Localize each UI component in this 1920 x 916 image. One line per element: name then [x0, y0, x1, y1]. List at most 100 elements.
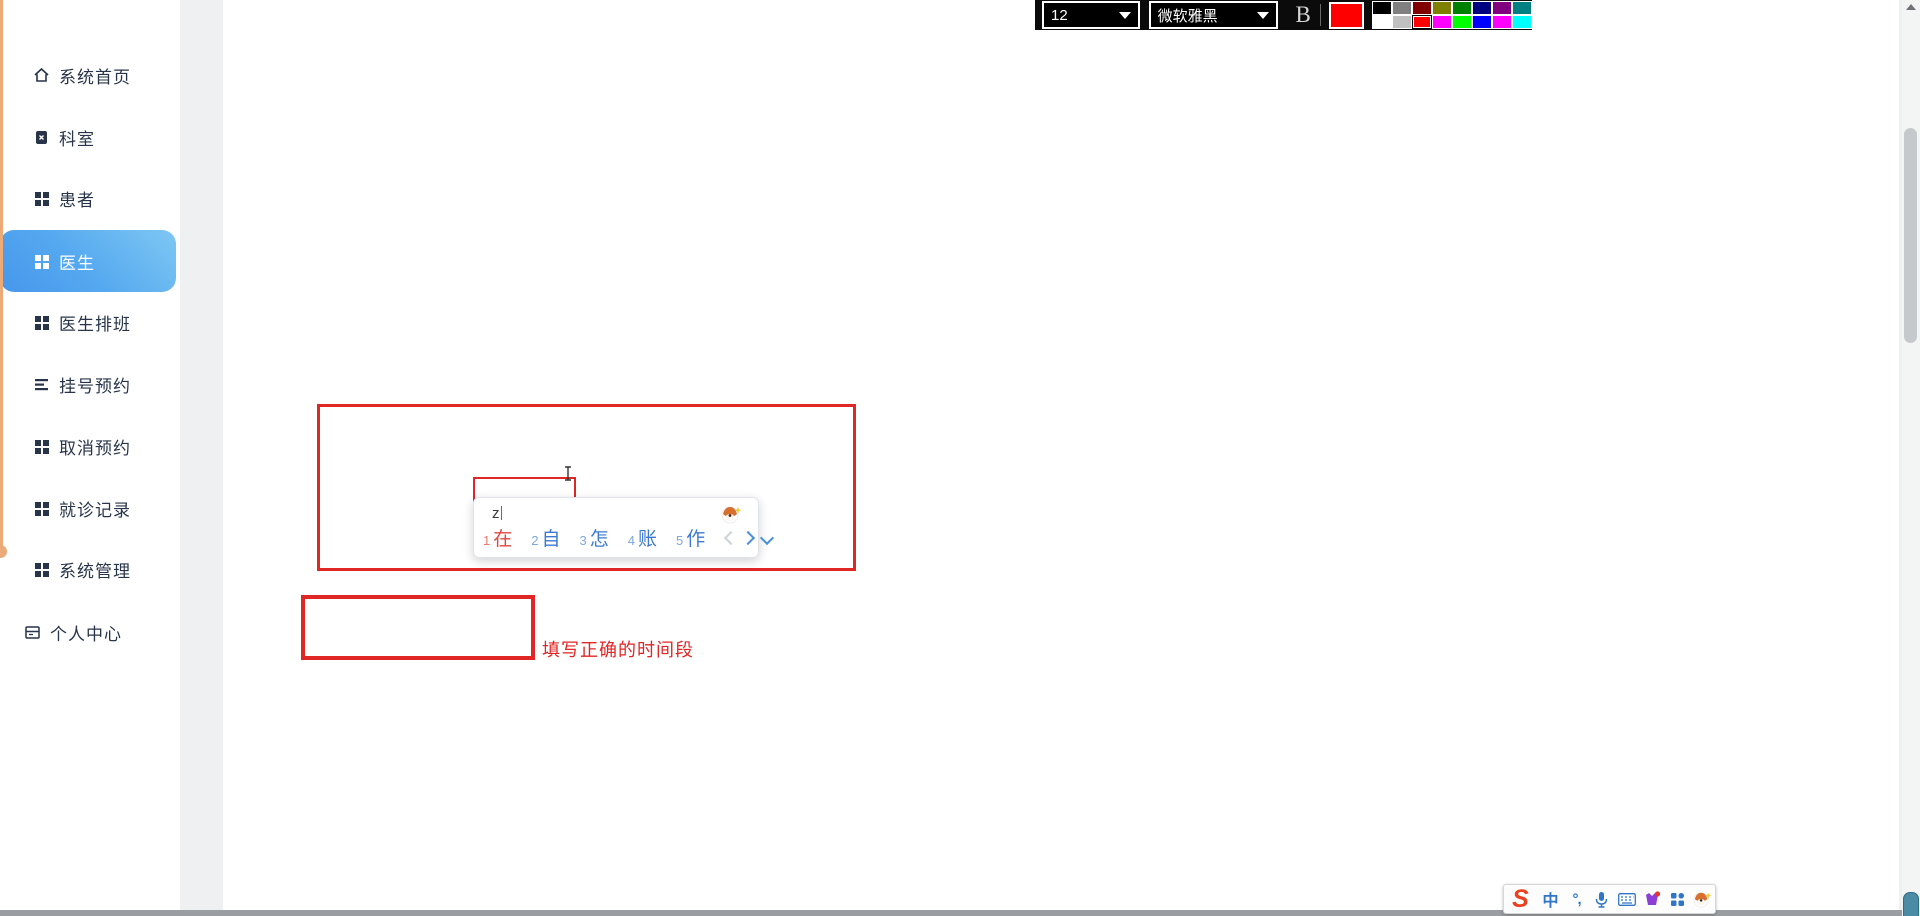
- grid-icon: [35, 562, 49, 577]
- grid-icon: [35, 439, 49, 454]
- palette-swatch[interactable]: [1432, 15, 1452, 29]
- screenshot-annotation-toolbar: 12 微软雅黑 B: [1035, 0, 1532, 30]
- bold-toggle-button[interactable]: B: [1295, 2, 1311, 27]
- sidebar: 系统首页 科室 患者 医生: [0, 0, 180, 916]
- palette-swatch[interactable]: [1472, 1, 1492, 15]
- sidebar-item-system-settings[interactable]: 系统管理: [0, 547, 176, 591]
- sidebar-item-patients[interactable]: 患者: [0, 176, 176, 220]
- ime-prev-page-icon[interactable]: [724, 530, 739, 545]
- palette-swatch[interactable]: [1472, 15, 1492, 29]
- toolbox-grid-icon[interactable]: [1665, 885, 1690, 913]
- profile-card-icon: [25, 625, 40, 639]
- palette-swatch[interactable]: [1392, 1, 1412, 15]
- sogou-ime-toolbar: S 中 °,: [1503, 884, 1716, 914]
- sidebar-item-doctors-active[interactable]: 医生: [0, 230, 176, 292]
- department-icon: [36, 130, 47, 144]
- font-size-dropdown[interactable]: 12: [1042, 1, 1140, 29]
- palette-swatch[interactable]: [1452, 1, 1472, 15]
- candidate-index: 3: [579, 533, 587, 548]
- ime-chinese-mode-button[interactable]: 中: [1542, 893, 1559, 910]
- keyboard-icon[interactable]: [1614, 885, 1639, 913]
- sidebar-item-doctor-schedule[interactable]: 医生排班: [0, 300, 176, 344]
- toolbar-divider: [1320, 4, 1322, 26]
- sidebar-item-label: 系统管理: [59, 561, 131, 581]
- chevron-down-icon: [1257, 11, 1270, 19]
- font-size-value: 12: [1051, 6, 1068, 24]
- home-icon: [34, 67, 49, 82]
- sidebar-item-label: 个人中心: [50, 624, 122, 644]
- candidate-index: 4: [627, 533, 635, 548]
- font-family-dropdown[interactable]: 微软雅黑: [1148, 1, 1279, 29]
- sidebar-item-label: 医生排班: [59, 314, 131, 334]
- sidebar-item-registration[interactable]: 挂号预约: [0, 362, 176, 406]
- candidate-index: 2: [531, 533, 539, 548]
- sidebar-item-cancel-booking[interactable]: 取消预约: [0, 424, 176, 468]
- palette-swatch[interactable]: [1392, 15, 1412, 29]
- grid-icon: [35, 315, 49, 330]
- ibeam-cursor: [565, 466, 571, 481]
- ime-composition: z: [492, 505, 502, 522]
- current-color-swatch[interactable]: [1329, 1, 1364, 29]
- scrollbar-thumb[interactable]: [1904, 128, 1917, 343]
- candidate-text: 怎: [589, 529, 609, 550]
- palette-swatch[interactable]: [1492, 15, 1512, 29]
- grid-icon: [35, 254, 49, 269]
- palette-swatch-selected[interactable]: [1412, 15, 1432, 29]
- grid-icon: [35, 191, 49, 206]
- sidebar-item-label: 就诊记录: [59, 500, 131, 520]
- sogou-logo[interactable]: S: [1512, 884, 1529, 913]
- left-edge-accent: [0, 0, 3, 548]
- font-family-value: 微软雅黑: [1157, 7, 1218, 25]
- palette-swatch[interactable]: [1512, 1, 1532, 15]
- vertical-scrollbar[interactable]: [1902, 0, 1920, 916]
- sogou-assistant-puppy-icon[interactable]: [1690, 885, 1715, 913]
- sidebar-item-label: 科室: [59, 129, 95, 149]
- sidebar-item-label: 挂号预约: [59, 376, 131, 396]
- candidate-index: 5: [676, 533, 684, 548]
- sidebar-item-visit-records[interactable]: 就诊记录: [0, 486, 176, 530]
- skin-wardrobe-icon[interactable]: [1640, 885, 1665, 913]
- ime-caret: [500, 506, 502, 520]
- sidebar-item-label: 患者: [59, 190, 95, 210]
- microphone-icon[interactable]: [1589, 885, 1614, 913]
- sidebar-item-label: 医生: [59, 253, 95, 273]
- ime-punctuation-button[interactable]: °,: [1572, 890, 1582, 908]
- sidebar-item-personal-center[interactable]: 个人中心: [0, 610, 176, 654]
- left-edge-handle: [0, 545, 7, 558]
- palette-swatch[interactable]: [1372, 15, 1392, 29]
- candidate-text: 自: [541, 529, 561, 550]
- candidate-text: 账: [637, 529, 657, 550]
- palette-swatch[interactable]: [1372, 1, 1392, 15]
- candidate-text: 作: [686, 529, 706, 550]
- palette-swatch[interactable]: [1452, 15, 1472, 29]
- ime-next-page-icon[interactable]: [741, 530, 756, 545]
- sidebar-item-label: 取消预约: [59, 438, 131, 458]
- corner-widget[interactable]: [1903, 892, 1919, 916]
- palette-swatch[interactable]: [1412, 1, 1432, 15]
- sidebar-item-home[interactable]: 系统首页: [0, 53, 176, 97]
- scroll-up-arrow-icon[interactable]: [1906, 4, 1916, 10]
- palette-swatch[interactable]: [1432, 1, 1452, 15]
- chevron-down-icon: [1118, 11, 1131, 19]
- color-palette: [1372, 1, 1532, 29]
- palette-swatch[interactable]: [1512, 15, 1532, 29]
- form-panel: [223, 0, 1899, 916]
- list-icon: [35, 378, 48, 390]
- annotation-note: 填写正确的时间段: [542, 640, 694, 660]
- sogou-assistant-icon[interactable]: [720, 504, 742, 524]
- sidebar-item-label: 系统首页: [59, 67, 131, 87]
- grid-icon: [35, 501, 49, 516]
- ime-expand-icon[interactable]: [760, 530, 775, 545]
- bottom-scrollbar[interactable]: [0, 910, 1920, 916]
- ime-composition-text: z: [492, 505, 500, 522]
- sidebar-item-department[interactable]: 科室: [0, 115, 176, 159]
- palette-swatch[interactable]: [1492, 1, 1512, 15]
